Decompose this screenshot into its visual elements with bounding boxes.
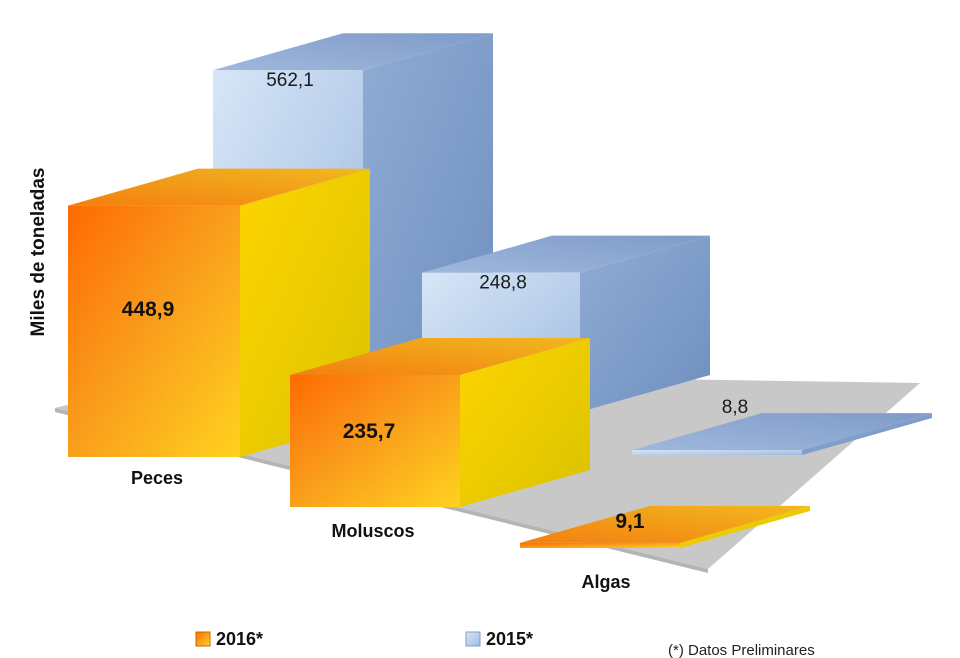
data-label-2016-moluscos: 235,7 [343,420,396,443]
legend-label-2015: 2015* [486,629,533,649]
data-label-2015-algas: 8,8 [722,397,748,418]
legend-label-2016: 2016* [216,629,263,649]
bar-front-face [520,542,680,548]
bar-side-face [802,413,932,455]
bar-top-face [290,338,590,376]
bar-top-face [520,505,810,543]
bar-top-face [422,235,710,273]
bar-top-face [213,33,493,71]
y-axis-label: Miles de toneladas [28,168,49,337]
data-label-2016-peces: 448,9 [122,298,175,321]
bar-top-face [632,413,932,451]
legend: 2016* 2015* [195,629,533,649]
data-label-2016-algas: 9,1 [615,510,645,533]
bar-side-face [460,338,590,507]
bar-2016-moluscos [290,338,590,507]
legend-swatch-2015 [465,631,481,647]
category-label-peces: Peces [131,468,183,488]
bar-2016-algas [520,505,810,548]
category-label-algas: Algas [581,572,630,592]
preliminary-data-note: (*) Datos Preliminares [668,642,815,658]
bar-top-face [68,168,370,206]
bar-side-face [580,235,710,412]
category-label-moluscos: Moluscos [331,521,414,541]
legend-swatch-2016 [195,631,211,647]
bar-front-face [290,375,460,507]
bar-side-face [680,505,810,548]
bar-front-face [632,450,802,455]
bar-2015-algas [632,413,932,455]
bar-front-face [68,205,240,457]
data-label-2015-moluscos: 248,8 [479,273,527,294]
data-label-2015-peces: 562,1 [266,70,314,91]
